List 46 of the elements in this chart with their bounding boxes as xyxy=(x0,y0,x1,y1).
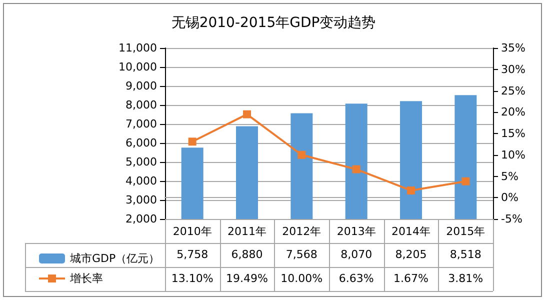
y2-tick-label: 0% xyxy=(501,191,518,204)
data-label: 3.81% xyxy=(447,271,484,287)
x-tick-label: 2011年 xyxy=(228,225,266,238)
point xyxy=(243,110,251,118)
y-tick-label: 2,000 xyxy=(126,212,157,226)
y-tick-label: 11,000 xyxy=(118,42,157,54)
y-tick-label: 9,000 xyxy=(126,80,157,92)
data-label: 19.49% xyxy=(225,271,269,287)
x-tick-label: 2013年 xyxy=(336,225,376,238)
y2-tick-label: 20% xyxy=(501,106,526,119)
data-label: 13.10% xyxy=(170,271,214,287)
y2-tick-label: 25% xyxy=(501,84,526,98)
y2-tick-label: 35% xyxy=(501,42,526,54)
data-label: 8,518 xyxy=(448,247,482,263)
point xyxy=(407,186,415,194)
data-label: 10.00% xyxy=(280,271,324,287)
data-label: 8,070 xyxy=(340,247,374,263)
data-label: 5,758 xyxy=(176,247,210,263)
data-label: 7,568 xyxy=(284,247,318,263)
y-tick-label: 6,000 xyxy=(126,136,157,150)
y-tick-label: 5,000 xyxy=(126,156,157,168)
y-tick-label: 3,000 xyxy=(126,194,157,206)
point xyxy=(188,138,196,146)
data-label: 8,205 xyxy=(394,247,428,263)
y2-tick-label: 5% xyxy=(501,170,518,183)
x-tick-label: 2014年 xyxy=(392,225,430,238)
x-tick-label: 2015年 xyxy=(446,225,486,238)
y-tick-label: 7,000 xyxy=(126,118,157,130)
data-label: 6.63% xyxy=(338,271,375,287)
point xyxy=(462,177,470,186)
point xyxy=(298,150,306,159)
point xyxy=(352,165,360,174)
legend-label: 增长率 xyxy=(69,272,103,285)
y-tick-label: 4,000 xyxy=(126,174,157,188)
chart-title: 无锡2010-2015年GDP变动趋势 xyxy=(171,15,376,31)
y2-tick-label: 10% xyxy=(501,148,526,162)
y2-tick-label: 30% xyxy=(501,62,526,76)
y-tick-label: 10,000 xyxy=(118,60,157,74)
legend-label: 城市GDP（亿元） xyxy=(69,252,160,265)
y2-tick-label: 15% xyxy=(501,127,526,140)
data-label: 6,880 xyxy=(230,247,264,263)
data-label: 1.67% xyxy=(392,271,430,287)
y-tick-label: 8,000 xyxy=(126,98,157,112)
y2-tick-label: -5% xyxy=(501,212,522,226)
x-tick-label: 2012年 xyxy=(282,225,322,238)
x-tick-label: 2010年 xyxy=(172,225,212,238)
